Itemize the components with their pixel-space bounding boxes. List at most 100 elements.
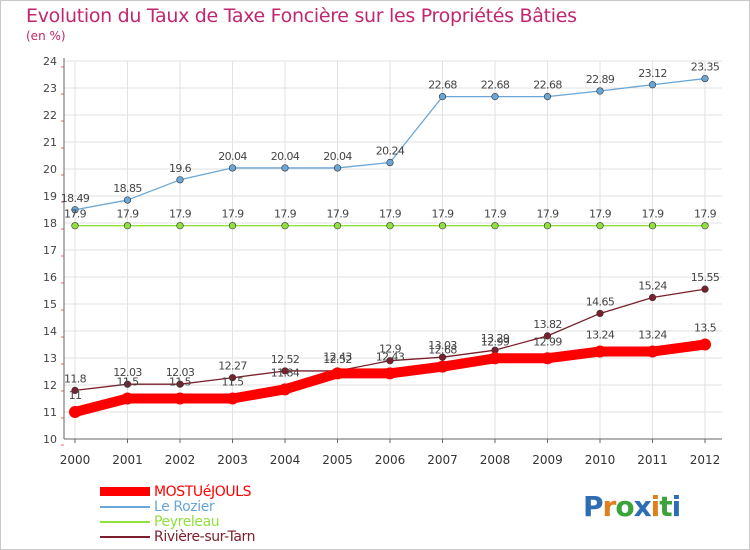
data-label: 17.9 [641,208,664,221]
data-label: 12.52 [271,353,300,366]
data-point [438,353,447,361]
data-point [701,285,709,293]
y-tick-label: 15 [43,298,57,311]
data-label: 11.5 [169,376,192,389]
data-label: 20.04 [271,150,300,163]
data-point [226,392,239,405]
data-label: 11 [69,389,82,402]
data-point [541,352,554,365]
data-label: 13.24 [638,329,667,342]
y-tick-label: 19 [43,190,57,203]
legend-swatch-peyreleau [100,521,150,523]
data-point [386,222,394,230]
y-tick-label: 14 [43,325,57,338]
logo-letter: r [602,490,617,523]
data-label: 17.9 [484,208,507,221]
data-point [701,222,709,230]
data-labels-layer: 18.49 18.85 19.6 20.04 20.04 20.04 20.24 22.68 2… [61,61,721,402]
legend-label-peyreleau: Peyreleau [154,514,220,530]
data-label: 20.04 [218,150,247,163]
data-point [333,222,342,230]
proxiti-logo: Proxiti [583,490,681,523]
y-tick-label: 16 [43,271,57,284]
data-point [438,93,447,101]
data-label: 20.24 [376,145,405,158]
data-label: 11.84 [271,366,300,379]
legend-label-mostuejouls: MOSTUéJOULS [154,484,252,500]
x-tick-label: 2002 [165,453,196,467]
data-label: 13.5 [694,322,717,335]
data-point [281,222,289,230]
data-point [543,93,552,101]
chart-unit-label: (en %) [26,29,66,43]
data-point [699,338,711,351]
data-point [71,386,79,395]
data-label: 19.6 [169,162,192,175]
legend-swatch-le-rozier [100,506,150,508]
data-label: 15.55 [691,271,720,284]
data-point [174,392,186,405]
data-point [386,158,394,167]
y-tick-label: 12 [43,379,57,392]
data-point [384,367,396,380]
data-label: 13.29 [481,332,510,345]
data-point [596,87,604,95]
data-label: 12.43 [376,350,405,363]
logo-letter: P [583,490,604,523]
data-label: 11.5 [116,376,139,389]
data-label: 22.68 [533,79,562,92]
x-tick-label: 2007 [427,453,458,467]
data-label: 15.24 [638,280,667,293]
data-point [594,345,606,358]
legend-label-riviere-sur-tarn: Rivière-sur-Tarn [154,529,256,545]
data-label: 23.35 [691,61,720,74]
data-label: 18.49 [61,192,90,205]
data-point [489,352,501,365]
data-point [121,392,134,405]
y-tick-label: 17 [43,244,57,257]
data-label: 12.52 [323,353,352,366]
data-label: 23.12 [638,67,667,80]
x-tick-label: 2011 [637,453,668,467]
logo-letter: i [650,490,661,523]
data-label: 13.03 [428,339,457,352]
x-tick-label: 2003 [217,453,248,467]
legend-swatch-mostuejouls [100,487,150,496]
data-point [176,380,184,388]
data-label: 12.99 [533,335,562,348]
x-tick-label: 2009 [532,453,563,467]
grid [64,60,722,440]
data-label: 17.9 [64,208,87,221]
data-point [281,164,289,172]
data-label: 13.82 [533,318,562,331]
data-point [281,367,289,375]
data-label: 12.27 [218,360,247,373]
data-point [701,74,709,83]
data-point [386,357,394,365]
data-label: 17.9 [694,208,717,221]
y-tick-label: 11 [43,406,57,419]
data-point [438,222,447,230]
data-label: 11.8 [64,372,87,385]
data-point [71,222,79,230]
data-label: 22.89 [586,73,615,86]
x-tick-label: 2010 [585,453,616,467]
axes: 10 11 12 13 14 15 16 17 18 19 20 21 22 23 24 2000 2001 20… [43,55,722,467]
chart-title: Evolution du Taux de Taxe Foncière sur l… [26,5,577,27]
data-point [543,222,552,230]
data-point [228,374,237,382]
y-tick-label: 22 [43,109,57,122]
legend-swatch-riviere-sur-tarn [100,536,150,538]
data-label: 18.85 [113,182,142,195]
data-point [543,332,552,340]
data-label: 12.03 [166,366,195,379]
data-point [123,380,132,388]
x-tick-label: 2001 [112,453,143,467]
logo-letter: t [659,490,672,523]
data-label: 20.04 [323,150,352,163]
data-point [596,222,604,230]
x-tick-label: 2004 [270,453,301,467]
y-tick-label: 13 [43,352,57,365]
data-label: 11.5 [221,376,244,389]
x-tick-label: 2000 [60,453,91,467]
